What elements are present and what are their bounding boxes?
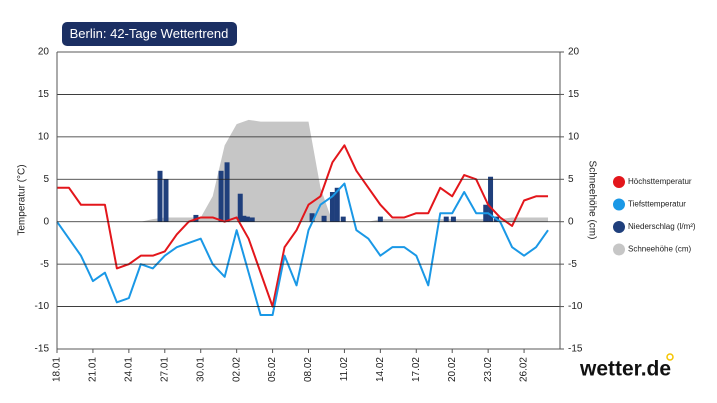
y-axis-label: Temperatur (°C) bbox=[17, 164, 28, 235]
x-tick-label: 20.02 bbox=[447, 357, 458, 382]
precipitation-bar bbox=[224, 162, 230, 222]
y2-tick-label: -5 bbox=[568, 259, 577, 270]
precipitation-bar bbox=[340, 216, 346, 222]
chart-title: Berlin: 42-Tage Wettertrend bbox=[70, 26, 229, 41]
legend-swatch bbox=[613, 176, 625, 188]
precipitation-bar bbox=[241, 215, 247, 222]
precipitation-bar bbox=[157, 170, 163, 222]
legend-swatch bbox=[613, 221, 625, 233]
y2-tick-label: 15 bbox=[568, 89, 580, 100]
precipitation-bar bbox=[488, 176, 494, 222]
x-tick-label: 27.01 bbox=[159, 357, 170, 382]
y-tick-label: 0 bbox=[43, 216, 49, 227]
y-tick-label: 15 bbox=[38, 89, 50, 100]
y-tick-label: 20 bbox=[38, 47, 50, 58]
y2-tick-label: 20 bbox=[568, 47, 580, 58]
y2-axis-label: Schneehöhe (cm) bbox=[586, 161, 597, 240]
precipitation-bar bbox=[443, 216, 449, 222]
x-tick-label: 11.02 bbox=[339, 357, 350, 382]
x-tick-label: 30.01 bbox=[195, 357, 206, 382]
y2-tick-label: 5 bbox=[568, 174, 574, 185]
legend-label: Schneehöhe (cm) bbox=[628, 245, 691, 254]
x-tick-label: 17.02 bbox=[411, 357, 422, 382]
logo-dot bbox=[666, 353, 674, 361]
y-tick-label: 5 bbox=[43, 174, 49, 185]
legend-swatch bbox=[613, 198, 625, 211]
precipitation-bar bbox=[334, 187, 340, 222]
x-tick-label: 21.01 bbox=[88, 357, 99, 382]
legend-label: Tiefsttemperatur bbox=[628, 200, 686, 209]
y2-tick-label: 10 bbox=[568, 131, 580, 142]
snow-area bbox=[57, 119, 549, 222]
precipitation-bar bbox=[163, 179, 169, 222]
precipitation-bar bbox=[321, 215, 327, 222]
precipitation-bar bbox=[329, 192, 335, 222]
precipitation-bar bbox=[249, 217, 255, 222]
x-tick-label: 26.02 bbox=[519, 357, 530, 382]
x-tick-label: 02.02 bbox=[231, 357, 242, 382]
precipitation-bar bbox=[244, 216, 250, 222]
temperature-line bbox=[57, 144, 549, 308]
y-tick-label: 10 bbox=[38, 131, 50, 142]
y2-tick-label: -15 bbox=[568, 344, 583, 355]
x-tick-label: 14.02 bbox=[375, 357, 386, 382]
x-tick-label: 23.02 bbox=[483, 357, 494, 382]
legend-swatch bbox=[613, 243, 625, 256]
temperature-line bbox=[56, 182, 549, 317]
logo: wetter.de bbox=[579, 358, 671, 381]
legend-label: Höchsttemperatur bbox=[628, 177, 692, 186]
y-tick-label: -10 bbox=[35, 301, 50, 312]
y-tick-label: -5 bbox=[40, 259, 49, 270]
y-tick-label: -15 bbox=[35, 344, 50, 355]
title-badge bbox=[62, 22, 237, 46]
x-tick-label: 08.02 bbox=[303, 357, 314, 382]
precipitation-bar bbox=[450, 216, 456, 222]
precipitation-bar bbox=[218, 170, 224, 222]
precipitation-bar bbox=[237, 193, 243, 222]
precipitation-bar bbox=[377, 216, 383, 222]
legend-label: Niederschlag (l/m²) bbox=[628, 222, 696, 231]
precipitation-bar bbox=[309, 213, 315, 222]
x-tick-label: 18.01 bbox=[52, 357, 63, 382]
y2-tick-label: 0 bbox=[568, 216, 574, 227]
x-tick-label: 24.01 bbox=[123, 357, 134, 382]
y2-tick-label: -10 bbox=[568, 301, 583, 312]
plot-area bbox=[56, 119, 549, 317]
x-tick-label: 05.02 bbox=[267, 357, 278, 382]
